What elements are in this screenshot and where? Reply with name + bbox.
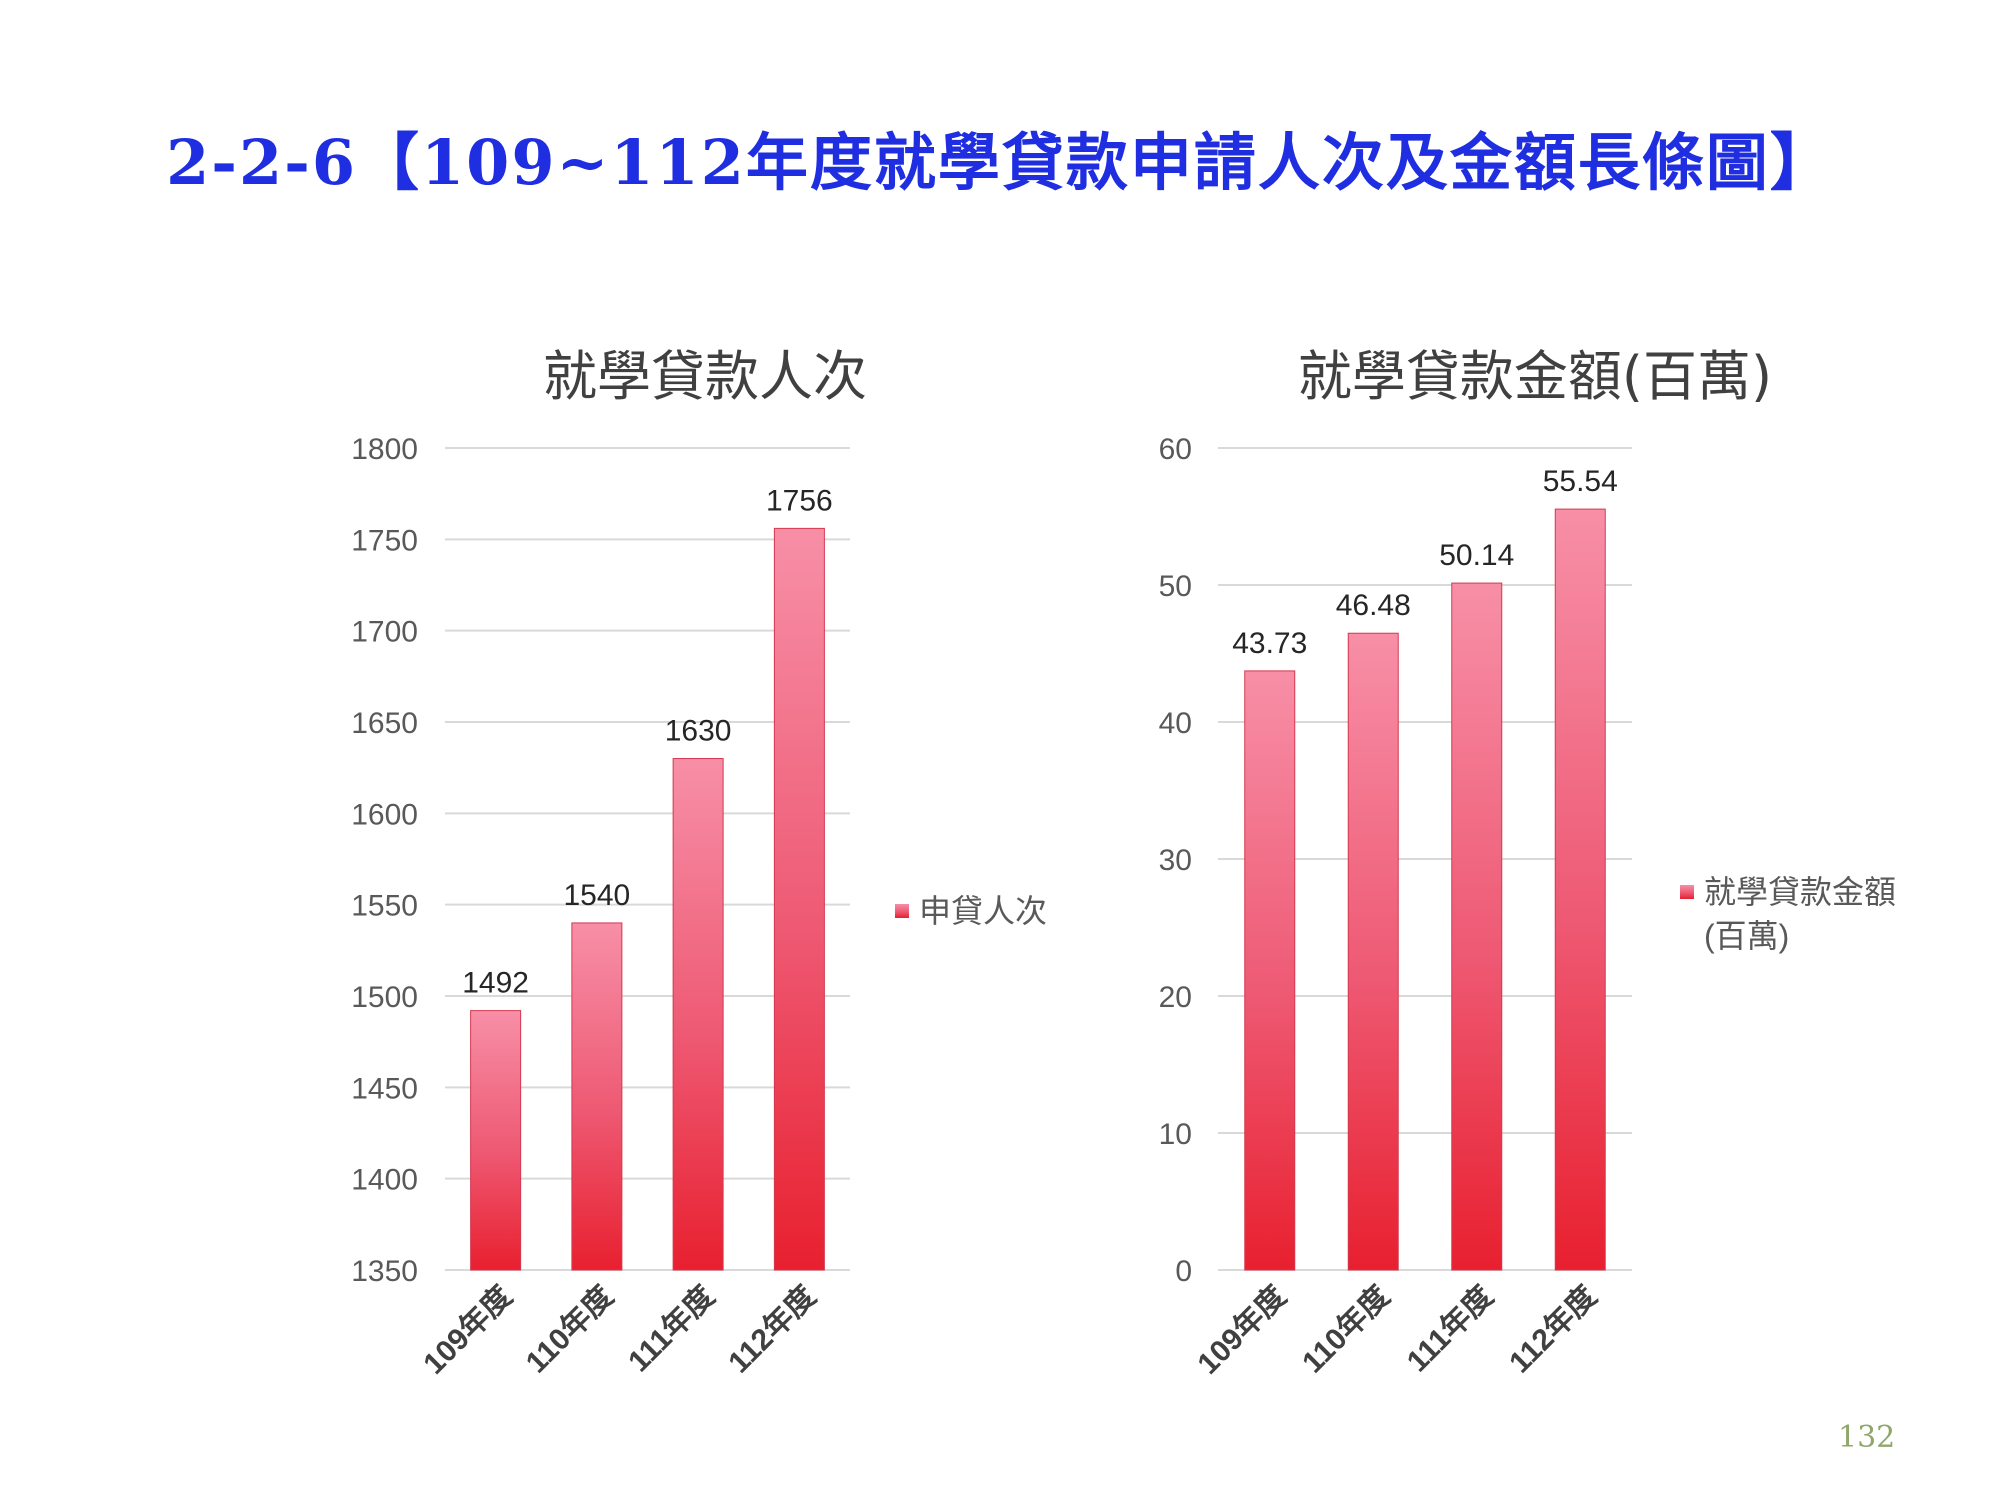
y-tick-label: 0 [1175, 1255, 1192, 1288]
legend-label: 申貸人次 [919, 893, 1047, 929]
bar [1451, 582, 1503, 1271]
data-label: 50.14 [1439, 539, 1514, 572]
data-label: 46.48 [1336, 589, 1411, 622]
bar [773, 527, 825, 1271]
y-tick-label: 1700 [351, 616, 418, 649]
legend-swatch [895, 904, 909, 918]
page-title: 2-2-6【109~112年度就學貸款申請人次及金額長條圖】 [166, 126, 1834, 199]
bar [1347, 632, 1399, 1271]
bar [1244, 670, 1296, 1271]
y-tick-label: 1350 [351, 1255, 418, 1288]
legend-swatch [1680, 885, 1694, 899]
y-tick-label: 50 [1159, 570, 1192, 603]
bar [470, 1010, 522, 1271]
y-tick-label: 30 [1159, 844, 1192, 877]
x-tick-label: 111年度 [1401, 1280, 1500, 1379]
data-label: 55.54 [1543, 465, 1618, 498]
x-tick-label: 112年度 [1503, 1280, 1603, 1380]
bar [1554, 508, 1606, 1271]
y-tick-label: 1650 [351, 707, 418, 740]
y-tick-label: 10 [1159, 1118, 1192, 1151]
y-tick-label: 60 [1159, 433, 1192, 466]
legend-label: (百萬) [1704, 918, 1789, 954]
legend-label: 就學貸款金額 [1704, 874, 1896, 910]
data-label: 43.73 [1232, 627, 1307, 660]
chart-title: 就學貸款人次 [543, 345, 867, 408]
y-tick-label: 1600 [351, 798, 418, 831]
y-tick-label: 1500 [351, 981, 418, 1014]
y-tick-label: 20 [1159, 981, 1192, 1014]
data-label: 1630 [665, 715, 732, 748]
y-tick-label: 40 [1159, 707, 1192, 740]
page-number: 132 [1838, 1420, 1896, 1455]
y-tick-label: 1800 [351, 433, 418, 466]
x-tick-label: 110年度 [1296, 1280, 1396, 1380]
bar [571, 922, 623, 1271]
data-label: 1540 [564, 879, 631, 912]
bar [672, 758, 724, 1271]
y-tick-label: 1400 [351, 1164, 418, 1197]
data-label: 1756 [766, 484, 833, 517]
y-tick-label: 1750 [351, 524, 418, 557]
x-tick-label: 109年度 [1192, 1280, 1293, 1381]
data-label: 1492 [462, 967, 529, 1000]
y-tick-label: 1450 [351, 1072, 418, 1105]
chart-title: 就學貸款金額(百萬) [1298, 345, 1772, 408]
y-tick-label: 1550 [351, 890, 418, 923]
